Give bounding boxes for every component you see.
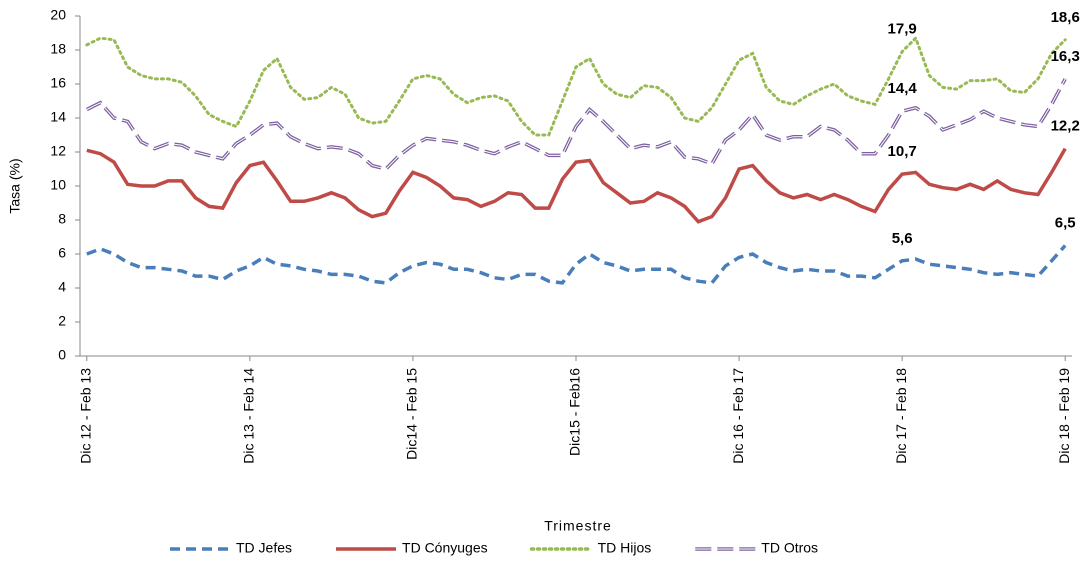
data-label: 5,6 — [892, 230, 913, 247]
data-label: 18,6 — [1051, 9, 1080, 26]
y-tick-label: 2 — [58, 313, 66, 329]
x-axis-label: Trimestre — [544, 518, 612, 534]
y-tick-label: 18 — [50, 41, 66, 57]
data-label: 6,5 — [1055, 214, 1076, 231]
y-tick-label: 8 — [58, 211, 66, 227]
x-tick-label: Dic14 - Feb 15 — [404, 368, 420, 460]
y-tick-label: 20 — [50, 7, 66, 23]
x-tick-label: Dic15 - Feb16 — [567, 368, 583, 456]
y-tick-label: 0 — [58, 347, 66, 363]
data-label: 16,3 — [1051, 48, 1080, 65]
x-tick-label: Dic 12 - Feb 13 — [77, 368, 93, 464]
data-label: 10,7 — [888, 143, 917, 160]
y-tick-label: 4 — [58, 279, 66, 295]
legend-label: TD Hijos — [598, 540, 652, 556]
data-label: 12,2 — [1051, 118, 1080, 135]
series-line — [86, 78, 1067, 171]
y-tick-label: 10 — [50, 177, 66, 193]
data-label: 17,9 — [888, 21, 917, 38]
x-tick-label: Dic 18 - Feb 19 — [1056, 368, 1072, 464]
series-line — [85, 35, 1067, 137]
legend-label: TD Jefes — [236, 540, 292, 556]
x-tick-label: Dic 13 - Feb 14 — [241, 368, 257, 464]
y-tick-label: 14 — [50, 109, 66, 125]
data-label: 14,4 — [888, 80, 918, 97]
y-tick-label: 16 — [50, 75, 66, 91]
series-line — [86, 244, 1067, 285]
legend-label: TD Cónyuges — [402, 540, 488, 556]
x-tick-label: Dic 17 - Feb 18 — [893, 368, 909, 464]
x-tick-label: Dic 16 - Feb 17 — [730, 368, 746, 464]
y-axis-label: Tasa (%) — [7, 158, 23, 213]
series-line-inner — [86, 78, 1066, 170]
y-tick-label: 12 — [50, 143, 66, 159]
y-tick-label: 6 — [58, 245, 66, 261]
series-line — [86, 147, 1067, 224]
legend-label: TD Otros — [761, 540, 818, 556]
